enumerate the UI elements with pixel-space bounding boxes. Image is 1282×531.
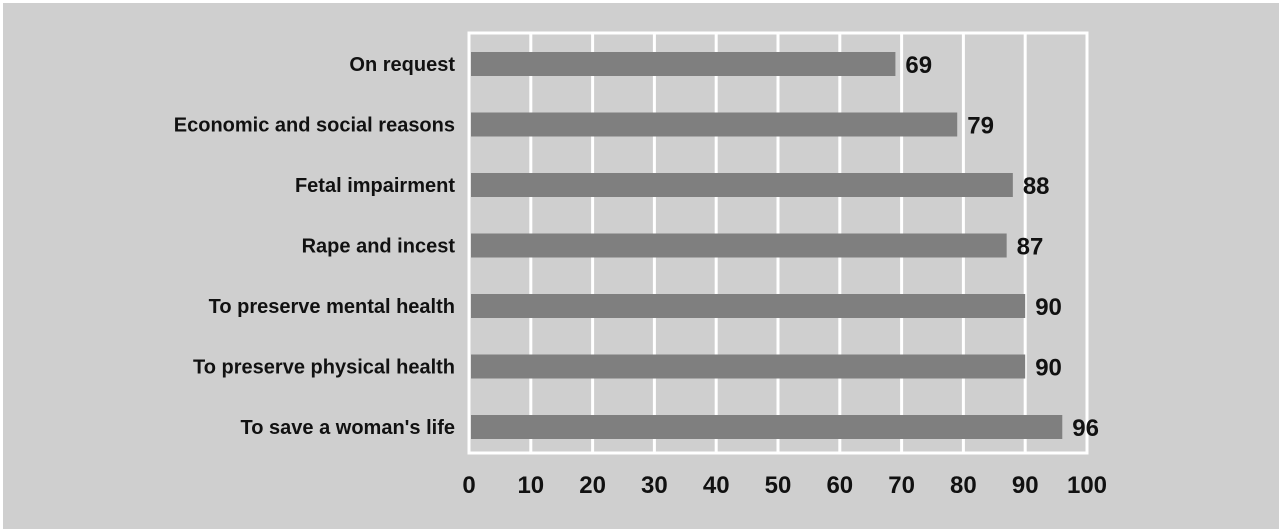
data-label: 69 <box>905 52 932 79</box>
data-label: 87 <box>1017 234 1044 261</box>
chart-frame: On request Economic and social reasons Fet… <box>3 3 1279 529</box>
bar <box>471 415 1063 439</box>
x-tick-label: 10 <box>517 472 544 499</box>
x-tick-label: 80 <box>950 472 977 499</box>
category-label: Rape and incest <box>302 236 456 258</box>
data-label: 79 <box>967 113 994 140</box>
x-tick-label: 70 <box>888 472 915 499</box>
data-label: 88 <box>1023 173 1050 200</box>
data-label: 90 <box>1035 355 1062 382</box>
x-tick-label: 100 <box>1067 472 1107 499</box>
category-label: To preserve mental health <box>209 296 455 318</box>
x-tick-label: 40 <box>703 472 730 499</box>
bar <box>471 354 1026 379</box>
x-tick-label: 30 <box>641 472 668 499</box>
category-label: Economic and social reasons <box>174 115 455 137</box>
data-label: 96 <box>1072 415 1099 442</box>
x-tick-label: 20 <box>579 472 606 499</box>
bar-chart: On request Economic and social reasons Fet… <box>174 31 1107 499</box>
category-label: On request <box>349 54 455 76</box>
x-tick-label: 60 <box>826 472 853 499</box>
bar <box>471 52 896 76</box>
bars <box>471 52 1063 439</box>
x-tick-label: 50 <box>765 472 792 499</box>
data-label: 90 <box>1035 294 1062 321</box>
x-axis-ticks: 0 10 20 30 40 50 60 70 80 90 100 <box>462 472 1107 499</box>
category-label: To save a woman's life <box>241 417 455 439</box>
bar <box>471 294 1026 318</box>
category-label: To preserve physical health <box>193 357 455 379</box>
bar <box>471 112 958 137</box>
x-tick-label: 90 <box>1012 472 1039 499</box>
category-labels: On request Economic and social reasons Fet… <box>174 54 456 439</box>
category-label: Fetal impairment <box>295 175 455 197</box>
bar <box>471 233 1007 258</box>
x-tick-label: 0 <box>462 472 475 499</box>
value-labels: 69 79 88 87 90 90 96 <box>905 52 1099 442</box>
bar <box>471 173 1013 197</box>
